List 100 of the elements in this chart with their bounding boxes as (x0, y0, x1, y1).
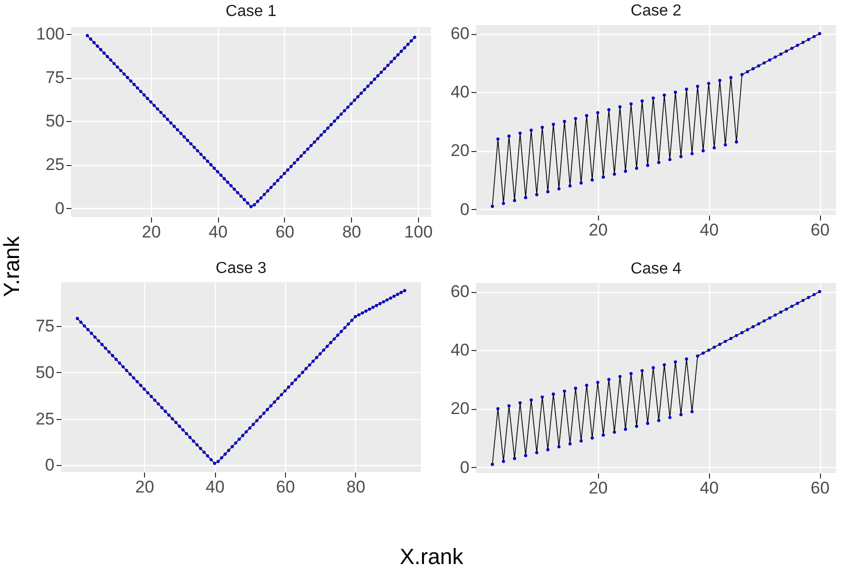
y-tick-label: 50 (36, 362, 54, 382)
y-tick-label: 40 (450, 340, 470, 360)
x-tick-label: 60 (810, 478, 830, 498)
point (796, 302, 800, 305)
point (602, 434, 605, 437)
y-tick-label: 60 (450, 24, 470, 44)
point (490, 204, 494, 208)
point (812, 34, 816, 38)
x-tick-label: 20 (142, 222, 161, 242)
point (546, 190, 550, 194)
point (740, 73, 744, 76)
chart-title: Case 4 (630, 260, 682, 278)
x-tick-label: 20 (588, 220, 608, 240)
point (762, 319, 766, 322)
point (707, 348, 710, 352)
point (724, 143, 727, 146)
point (518, 401, 522, 404)
point (702, 352, 705, 355)
y-tick-label: 40 (450, 82, 470, 102)
point (618, 374, 622, 378)
point (629, 102, 633, 106)
point (540, 395, 544, 399)
point (746, 328, 750, 332)
point (580, 181, 583, 185)
point (662, 94, 666, 97)
point (535, 451, 538, 454)
point (568, 442, 572, 446)
point (757, 322, 760, 326)
point (657, 160, 660, 164)
point (574, 386, 578, 390)
point (790, 46, 794, 50)
point (707, 82, 710, 85)
point (790, 304, 794, 308)
y-tick-label: 25 (36, 409, 54, 428)
point (640, 369, 644, 372)
point (590, 436, 594, 440)
point (818, 32, 822, 36)
y-axis-title: Y.rank (0, 236, 25, 297)
point (574, 116, 578, 120)
point (662, 363, 666, 366)
x-tick-label: 80 (342, 222, 362, 242)
point (812, 292, 816, 296)
y-tick-label: 0 (460, 200, 470, 219)
point (818, 290, 822, 294)
point (674, 90, 677, 94)
point (618, 105, 622, 108)
point (596, 111, 600, 114)
point (568, 184, 572, 188)
point (557, 445, 561, 448)
point (657, 418, 660, 422)
x-tick-label: 40 (208, 222, 228, 242)
point (768, 316, 772, 320)
point (696, 84, 700, 88)
point (779, 52, 782, 56)
point (530, 398, 533, 402)
point (624, 170, 628, 173)
point (774, 55, 777, 59)
point (540, 126, 544, 129)
point (724, 340, 727, 343)
point (796, 44, 800, 47)
point (635, 166, 638, 170)
point (507, 404, 511, 408)
y-tick-label: 25 (46, 155, 64, 174)
point (635, 424, 638, 428)
point (702, 149, 705, 152)
point (768, 58, 772, 62)
line-series (492, 33, 820, 207)
point (751, 325, 755, 328)
point (690, 410, 694, 414)
point (585, 114, 588, 118)
y-tick-label: 50 (46, 112, 64, 131)
line-series (492, 291, 820, 465)
point (502, 202, 506, 206)
point (502, 460, 506, 464)
point (512, 198, 516, 202)
point (607, 378, 610, 382)
point (668, 416, 672, 420)
x-tick-label: 40 (206, 478, 225, 496)
point (596, 380, 600, 384)
y-tick-label: 20 (450, 141, 470, 160)
point (806, 38, 810, 42)
point (729, 76, 732, 80)
point (801, 298, 805, 302)
x-axis-title: X.rank (398, 544, 464, 570)
point (757, 64, 760, 68)
point (490, 462, 494, 466)
y-tick-label: 0 (460, 458, 470, 477)
point (602, 176, 605, 179)
point (646, 164, 650, 167)
point (629, 372, 633, 376)
y-tick-label: 100 (36, 24, 64, 44)
point (712, 146, 716, 150)
point (734, 334, 738, 338)
point (524, 454, 528, 458)
point (607, 108, 610, 112)
point (779, 310, 782, 314)
x-tick-label: 40 (700, 220, 719, 240)
point (679, 155, 683, 158)
point (684, 88, 688, 91)
point (734, 140, 738, 144)
